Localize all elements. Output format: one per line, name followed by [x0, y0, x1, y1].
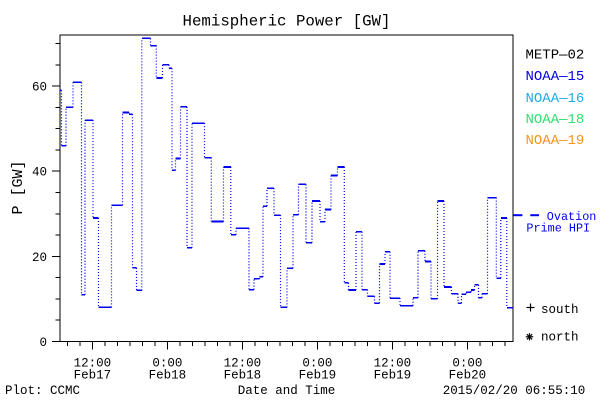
- svg-text:south: south: [541, 303, 579, 317]
- svg-text:0: 0: [39, 336, 47, 350]
- svg-text:Ovation: Ovation: [547, 210, 597, 224]
- svg-text:Feb19: Feb19: [299, 369, 337, 383]
- svg-text:12:00: 12:00: [374, 357, 412, 371]
- svg-text:Feb17: Feb17: [74, 369, 112, 383]
- svg-text:Date and Time: Date and Time: [238, 384, 336, 398]
- svg-text:Feb20: Feb20: [449, 369, 487, 383]
- svg-text:NOAA—18: NOAA—18: [526, 112, 585, 128]
- svg-text:P [GW]: P [GW]: [10, 160, 27, 214]
- svg-text:12:00: 12:00: [224, 357, 262, 371]
- svg-text:0:00: 0:00: [152, 357, 182, 371]
- svg-text:Feb19: Feb19: [374, 369, 412, 383]
- svg-text:Prime HPI: Prime HPI: [526, 221, 590, 235]
- svg-text:0:00: 0:00: [302, 357, 332, 371]
- svg-text:Plot: CCMC: Plot: CCMC: [5, 384, 80, 398]
- svg-text:0:00: 0:00: [452, 357, 482, 371]
- svg-text:12:00: 12:00: [74, 357, 112, 371]
- svg-text:2015/02/20 06:55:10: 2015/02/20 06:55:10: [443, 384, 586, 398]
- svg-text:Feb18: Feb18: [149, 369, 187, 383]
- svg-text:60: 60: [32, 81, 47, 95]
- svg-text:NOAA—15: NOAA—15: [526, 69, 585, 85]
- svg-text:NOAA—16: NOAA—16: [526, 91, 585, 107]
- svg-text:NOAA—19: NOAA—19: [526, 133, 585, 149]
- svg-text:40: 40: [32, 166, 47, 180]
- svg-text:Hemispheric Power [GW]: Hemispheric Power [GW]: [183, 13, 391, 31]
- svg-text:20: 20: [32, 251, 47, 265]
- svg-text:north: north: [541, 331, 579, 345]
- svg-text:METP—02: METP—02: [526, 48, 585, 64]
- svg-text:Feb18: Feb18: [224, 369, 262, 383]
